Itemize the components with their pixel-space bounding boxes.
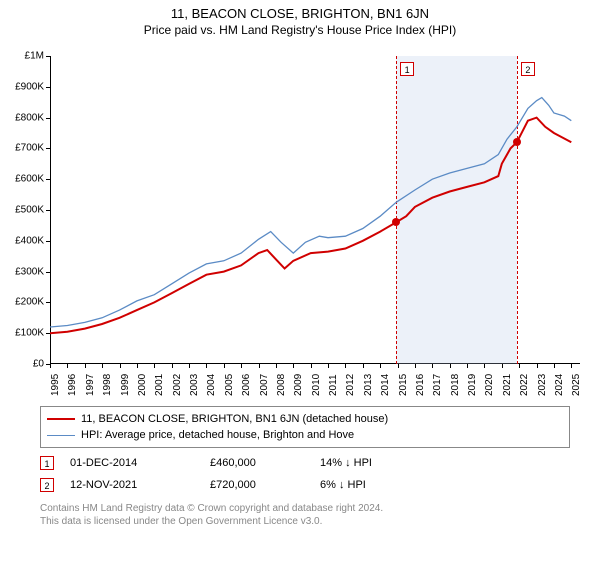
y-tick-label: £300K — [4, 266, 44, 277]
x-tick-label: 2015 — [398, 374, 409, 396]
x-tick-label: 2019 — [467, 374, 478, 396]
x-tick-label: 2013 — [363, 374, 374, 396]
x-tick-label: 2001 — [154, 374, 165, 396]
x-axis: 1995 1996 1997 1998 1999 2000 2001 2002 2003 2004… — [50, 366, 580, 404]
x-tick-label: 2006 — [241, 374, 252, 396]
sale-index-badge: 2 — [40, 478, 54, 492]
x-tick-label: 2011 — [328, 374, 339, 396]
x-tick-label: 2021 — [502, 374, 513, 396]
series-hpi — [50, 98, 571, 327]
x-tick-label: 2024 — [554, 374, 565, 396]
x-tick-label: 2023 — [537, 374, 548, 396]
chart-subtitle: Price paid vs. HM Land Registry's House … — [0, 23, 600, 37]
x-tick-label: 2004 — [206, 374, 217, 396]
legend-item: 11, BEACON CLOSE, BRIGHTON, BN1 6JN (det… — [47, 411, 563, 427]
x-tick-label: 2009 — [293, 374, 304, 396]
x-tick-label: 2020 — [484, 374, 495, 396]
legend-swatch — [47, 418, 75, 420]
legend: 11, BEACON CLOSE, BRIGHTON, BN1 6JN (det… — [40, 406, 570, 448]
y-tick-label: £1M — [4, 51, 44, 62]
x-tick-label: 2008 — [276, 374, 287, 396]
sale-price: £720,000 — [210, 479, 320, 491]
y-tick-label: £800K — [4, 112, 44, 123]
x-tick-label: 2002 — [172, 374, 183, 396]
y-tick-label: £0 — [4, 359, 44, 370]
chart-lines — [50, 56, 580, 364]
y-tick-label: £100K — [4, 328, 44, 339]
y-tick-label: £500K — [4, 205, 44, 216]
legend-label: 11, BEACON CLOSE, BRIGHTON, BN1 6JN (det… — [81, 413, 388, 425]
footer-attribution: Contains HM Land Registry data © Crown c… — [40, 502, 570, 528]
x-tick-label: 1997 — [85, 374, 96, 396]
x-tick-label: 1998 — [102, 374, 113, 396]
chart-title: 11, BEACON CLOSE, BRIGHTON, BN1 6JN — [0, 6, 600, 21]
x-tick-label: 2005 — [224, 374, 235, 396]
legend-item: HPI: Average price, detached house, Brig… — [47, 427, 563, 443]
table-row: 1 01-DEC-2014 £460,000 14% ↓ HPI — [40, 452, 570, 474]
x-tick-label: 2022 — [519, 374, 530, 396]
y-tick-label: £700K — [4, 143, 44, 154]
x-tick-label: 2014 — [380, 374, 391, 396]
x-tick-label: 2025 — [571, 374, 582, 396]
legend-swatch — [47, 435, 75, 436]
sale-date: 01-DEC-2014 — [70, 457, 210, 469]
sale-date: 12-NOV-2021 — [70, 479, 210, 491]
sale-hpi-diff: 6% ↓ HPI — [320, 479, 440, 491]
x-tick-label: 1995 — [50, 374, 61, 396]
sales-table: 1 01-DEC-2014 £460,000 14% ↓ HPI 2 12-NO… — [40, 452, 570, 496]
x-tick-label: 2000 — [137, 374, 148, 396]
footer-line: Contains HM Land Registry data © Crown c… — [40, 502, 570, 515]
legend-label: HPI: Average price, detached house, Brig… — [81, 429, 354, 441]
x-tick-label: 2012 — [345, 374, 356, 396]
sale-price: £460,000 — [210, 457, 320, 469]
sale-index-badge: 1 — [40, 456, 54, 470]
x-tick-label: 2003 — [189, 374, 200, 396]
x-tick-label: 2017 — [432, 374, 443, 396]
x-tick-label: 1999 — [120, 374, 131, 396]
x-tick-label: 2010 — [311, 374, 322, 396]
y-tick-label: £900K — [4, 81, 44, 92]
table-row: 2 12-NOV-2021 £720,000 6% ↓ HPI — [40, 474, 570, 496]
chart-plot-area: £0£100K£200K£300K£400K£500K£600K£700K£80… — [50, 56, 580, 364]
footer-line: This data is licensed under the Open Gov… — [40, 515, 570, 528]
x-tick-label: 2007 — [259, 374, 270, 396]
x-tick-label: 2016 — [415, 374, 426, 396]
y-tick-label: £200K — [4, 297, 44, 308]
y-tick-label: £400K — [4, 235, 44, 246]
y-tick-label: £600K — [4, 174, 44, 185]
chart-container: 11, BEACON CLOSE, BRIGHTON, BN1 6JN Pric… — [0, 6, 600, 566]
x-tick-label: 2018 — [450, 374, 461, 396]
x-tick-label: 1996 — [67, 374, 78, 396]
series-price_paid — [50, 118, 571, 334]
sale-hpi-diff: 14% ↓ HPI — [320, 457, 440, 469]
